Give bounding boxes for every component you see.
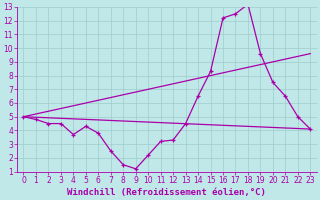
X-axis label: Windchill (Refroidissement éolien,°C): Windchill (Refroidissement éolien,°C) xyxy=(68,188,266,197)
